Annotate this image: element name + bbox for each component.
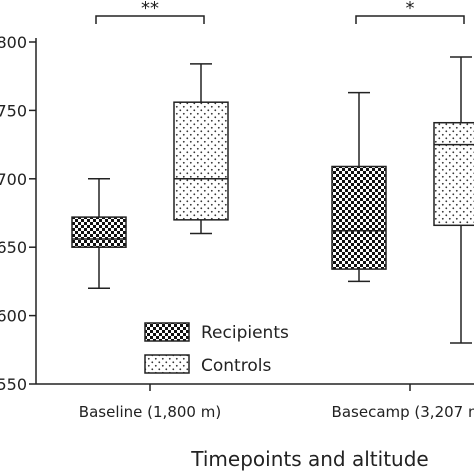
y-axis: 550 600 650 700 750 800: [0, 33, 37, 394]
y-tick-label: 650: [0, 238, 27, 257]
box-group: [71, 56, 474, 344]
box-controls-1: [173, 63, 229, 235]
box-recipients-2: [331, 91, 387, 283]
legend-label-controls: Controls: [201, 356, 271, 376]
significance-label: **: [141, 0, 159, 19]
x-axis: Baseline (1,800 m) Basecamp (3,207 m): [36, 383, 474, 421]
significance-brackets: ** *: [95, 0, 465, 24]
legend-swatch-controls: [144, 354, 190, 374]
box-iqr: [331, 165, 387, 270]
legend-swatch-recipients: [144, 322, 190, 342]
y-tick-label: 750: [0, 101, 27, 120]
box-controls-2: [433, 56, 474, 344]
y-tick-label: 700: [0, 170, 27, 189]
y-tick-label: 550: [0, 375, 27, 394]
box-recipients-1: [71, 178, 127, 289]
y-tick-label: 600: [0, 307, 27, 326]
significance-label: *: [406, 0, 415, 19]
legend: Recipients Controls: [144, 322, 289, 376]
x-axis-title: Timepoints and altitude: [190, 447, 428, 471]
significance-bracket: [95, 15, 205, 24]
y-tick-label: 800: [0, 33, 27, 52]
x-tick-label: Basecamp (3,207 m): [332, 403, 474, 421]
x-tick-label: Baseline (1,800 m): [79, 403, 221, 421]
box-iqr: [173, 101, 229, 221]
legend-label-recipients: Recipients: [201, 323, 289, 343]
significance-bracket: [355, 15, 465, 24]
box-iqr: [71, 216, 127, 248]
box-iqr: [433, 121, 474, 227]
